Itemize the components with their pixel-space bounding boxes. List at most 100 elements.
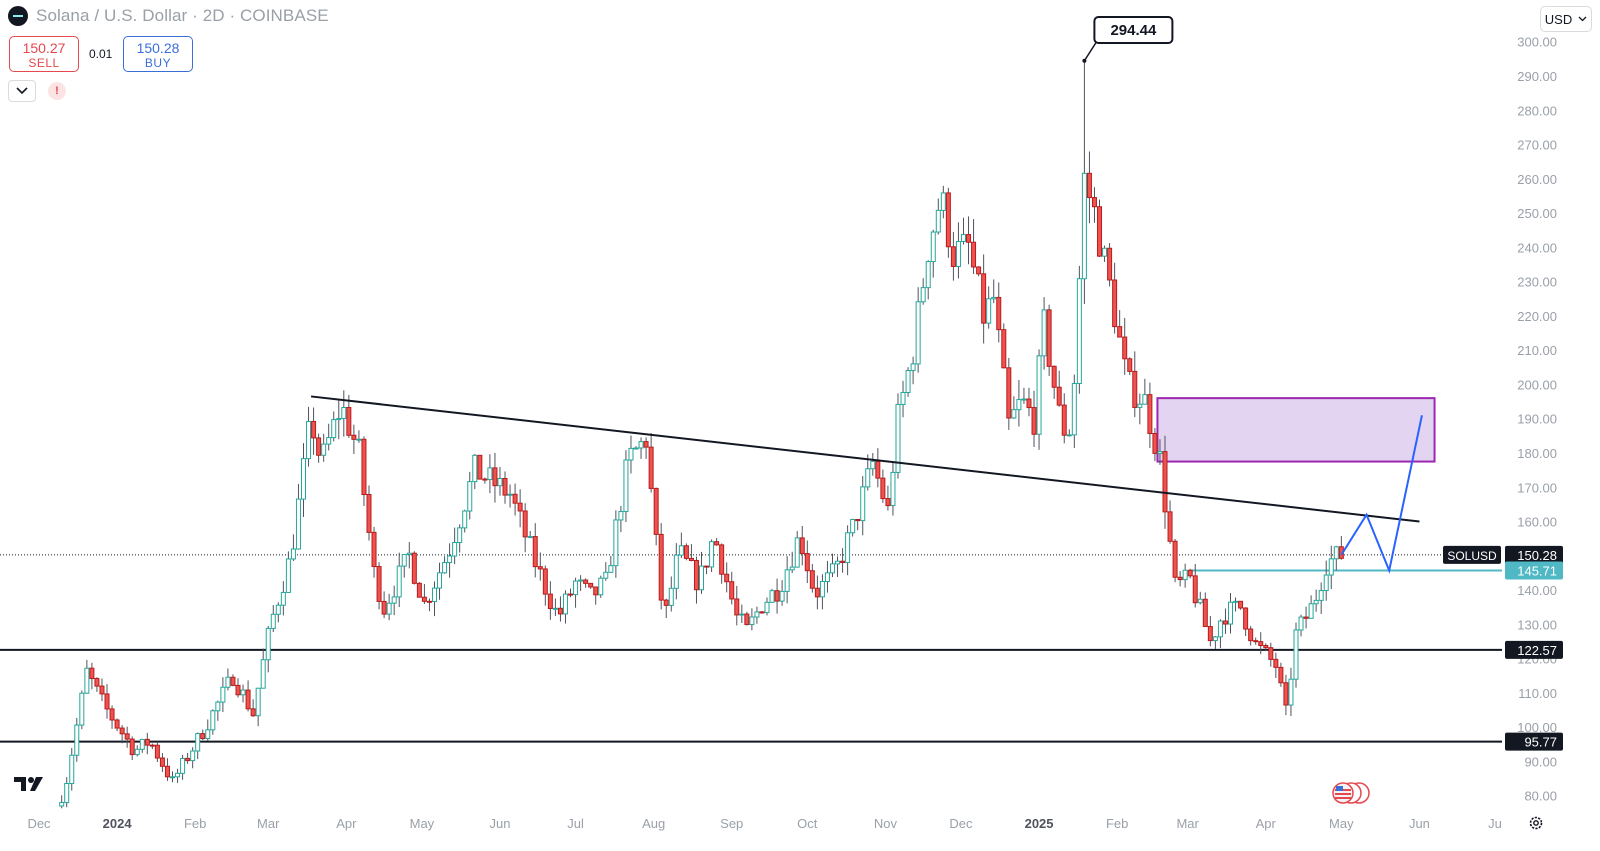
- candle-body: [1132, 370, 1138, 408]
- us-flag-stack-icon[interactable]: [1332, 782, 1370, 804]
- x-tick-label: 2025: [1025, 816, 1054, 831]
- candle-body: [467, 481, 473, 512]
- candle-body: [1036, 355, 1042, 435]
- candle-body: [195, 733, 201, 752]
- candle-body: [623, 459, 629, 513]
- candle-body: [1127, 358, 1133, 372]
- candle-body: [159, 757, 165, 767]
- candle-body: [306, 420, 312, 460]
- y-tick-label: 220.00: [1517, 309, 1557, 324]
- candle-body: [114, 719, 120, 729]
- candle-body: [421, 596, 427, 602]
- candle-body: [134, 748, 140, 756]
- current-price-badge: 150.28: [1517, 548, 1557, 563]
- candle-body: [351, 434, 357, 440]
- candle-body: [280, 591, 286, 606]
- candle-body: [64, 782, 70, 804]
- candle-body: [175, 772, 181, 778]
- candle-body: [1233, 600, 1239, 603]
- candle-body: [386, 602, 392, 615]
- candle-body: [890, 471, 896, 507]
- candle-body: [693, 559, 699, 591]
- candle-body: [955, 241, 961, 267]
- candle-body: [275, 604, 281, 615]
- candle-body: [532, 536, 538, 568]
- candle-body: [366, 494, 372, 533]
- candle-body: [205, 729, 211, 740]
- candle-body: [180, 757, 186, 774]
- candle-body: [613, 519, 619, 567]
- candle-body: [1248, 628, 1254, 642]
- candle-body: [406, 552, 412, 556]
- candle-body: [1076, 278, 1082, 384]
- peak-callout-label: 294.44: [1110, 22, 1157, 39]
- candle-body: [1263, 645, 1269, 649]
- candle-body: [457, 527, 463, 544]
- candle-body: [371, 531, 377, 568]
- candle-body: [331, 419, 337, 439]
- y-tick-label: 210.00: [1517, 343, 1557, 358]
- tradingview-logo-icon[interactable]: [12, 774, 48, 800]
- candle-body: [1253, 640, 1259, 643]
- candle-body: [598, 577, 604, 596]
- projection-path[interactable]: [1340, 415, 1423, 574]
- currency-label: USD: [1544, 11, 1573, 27]
- candle-body: [910, 363, 916, 372]
- y-tick-label: 80.00: [1524, 789, 1557, 804]
- candle-body: [290, 548, 296, 560]
- candle-body: [1016, 399, 1022, 411]
- candle-body: [1162, 451, 1168, 513]
- candle-body: [1117, 326, 1123, 338]
- candle-body: [225, 676, 231, 688]
- trendline[interactable]: [310, 395, 1420, 523]
- candle-body: [537, 566, 543, 570]
- candle-body: [1333, 546, 1339, 560]
- gear-icon[interactable]: [1528, 815, 1544, 831]
- candle-body: [915, 301, 921, 365]
- candle-body: [562, 593, 568, 615]
- sell-button[interactable]: 150.27 SELL: [9, 36, 79, 72]
- candle-body: [270, 613, 276, 629]
- candle-body: [59, 802, 65, 807]
- candle-body: [502, 477, 508, 496]
- buy-button[interactable]: 150.28 BUY: [123, 36, 193, 72]
- y-tick-label: 230.00: [1517, 275, 1557, 290]
- candle-body: [492, 467, 498, 487]
- peak-callout-box: [1093, 16, 1174, 44]
- currency-selector[interactable]: USD: [1540, 6, 1592, 32]
- candle-body: [1313, 599, 1319, 605]
- candle-body: [170, 776, 176, 779]
- candle-body: [673, 554, 679, 589]
- candle-body: [477, 454, 483, 480]
- alert-icon[interactable]: !: [48, 82, 66, 100]
- candle-body: [643, 441, 649, 448]
- candle-body: [699, 565, 705, 591]
- candle-body: [794, 537, 800, 568]
- candle-body: [391, 596, 397, 604]
- x-tick-label: Apr: [1256, 816, 1277, 831]
- resistance-zone[interactable]: [1156, 397, 1436, 463]
- candle-body: [1097, 206, 1103, 257]
- candle-body: [416, 582, 422, 598]
- candle-body: [507, 493, 513, 496]
- candle-body: [250, 708, 256, 717]
- candle-body: [593, 586, 599, 596]
- candle-body: [1122, 336, 1128, 360]
- candle-body: [1182, 569, 1188, 581]
- candle-body: [1061, 404, 1067, 436]
- x-tick-label: Mar: [1176, 816, 1199, 831]
- candle-body: [1283, 682, 1289, 706]
- collapse-legend-button[interactable]: [8, 80, 36, 102]
- candle-body: [1056, 386, 1062, 406]
- candle-body: [1102, 247, 1108, 257]
- candle-body: [920, 287, 926, 303]
- horizontal-level-badge-bg: [1505, 732, 1563, 751]
- candle-body: [1202, 598, 1208, 628]
- chevron-down-icon: [16, 87, 28, 95]
- candle-body: [835, 560, 841, 565]
- symbol-header[interactable]: Solana / U.S. Dollar · 2D · COINBASE: [8, 6, 329, 26]
- candle-body: [986, 298, 992, 324]
- candle-body: [704, 565, 710, 568]
- candle-body: [447, 555, 453, 564]
